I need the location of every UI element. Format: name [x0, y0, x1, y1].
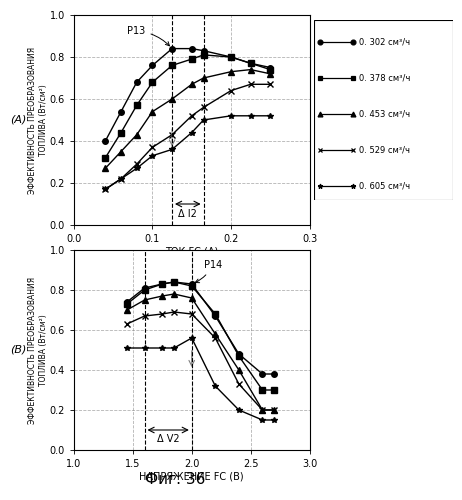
Text: Фиг. 36: Фиг. 36 — [146, 472, 206, 488]
X-axis label: ТОК FC (А): ТОК FC (А) — [165, 247, 219, 257]
Text: (A): (A) — [11, 115, 27, 125]
Text: Δ I2: Δ I2 — [178, 208, 197, 218]
Text: 0. 529 см³/ч: 0. 529 см³/ч — [359, 145, 409, 154]
X-axis label: НАПРЯЖЕНИЕ FC (В): НАПРЯЖЕНИЕ FC (В) — [140, 472, 244, 482]
Y-axis label: ЭФФЕКТИВНОСТЬ ПРЕОБРАЗОВАНИЯ
ТОПЛИВА (Вт/см²): ЭФФЕКТИВНОСТЬ ПРЕОБРАЗОВАНИЯ ТОПЛИВА (Вт… — [28, 276, 48, 424]
Text: 0. 378 см³/ч: 0. 378 см³/ч — [359, 73, 410, 82]
Text: P13: P13 — [128, 26, 170, 46]
Y-axis label: ЭФФЕКТИВНОСТЬ ПРЕОБРАЗОВАНИЯ
ТОПЛИВА (Вт/см²): ЭФФЕКТИВНОСТЬ ПРЕОБРАЗОВАНИЯ ТОПЛИВА (Вт… — [28, 46, 48, 194]
Text: P14: P14 — [195, 260, 222, 282]
Text: 0. 302 см³/ч: 0. 302 см³/ч — [359, 37, 410, 46]
Text: 0. 605 см³/ч: 0. 605 см³/ч — [359, 181, 410, 190]
Text: Δ V2: Δ V2 — [157, 434, 179, 444]
Text: 0. 453 см³/ч: 0. 453 см³/ч — [359, 109, 410, 118]
Text: (B): (B) — [11, 345, 27, 355]
